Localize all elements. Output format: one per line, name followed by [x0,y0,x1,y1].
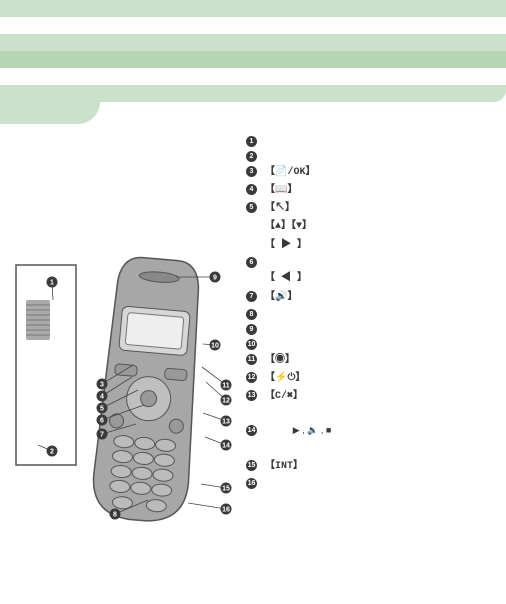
list-bullet: 6 [246,257,257,268]
list-item: 2 [246,149,496,162]
list-bullet: 15 [246,460,257,471]
list-item: 9 [246,322,496,335]
svg-text:13: 13 [222,419,230,426]
list-bullet: 11 [246,354,257,365]
section-ribbon [0,102,506,124]
list-subline: 【▲】【▼】 [265,218,496,235]
svg-text:1: 1 [50,280,54,287]
list-subline [265,406,496,422]
header-gap [0,68,506,85]
list-bullet: 4 [246,184,257,195]
list-item: 12 【⚡⏻】 [246,370,496,386]
list-label: 【◉】 [265,352,298,368]
list-item: 13 【C/✖】 [246,388,496,404]
header-green-top [0,0,506,17]
svg-text:12: 12 [222,398,230,405]
list-bullet: 16 [246,478,257,489]
list-bullet: 10 [246,339,257,350]
list-bullet: 12 [246,372,257,383]
list-bullet: 5 [246,202,257,213]
svg-text:6: 6 [100,418,104,425]
list-label: 【⚡⏻】 [265,370,308,386]
list-label: 【📄/OK】 [265,164,318,180]
list-subline: 【 ◀ 】 [265,270,496,287]
list-label: 【📖】 [265,182,300,198]
content-area: 12345678910111213141516 123【📄/OK】 4【📖】 5… [0,124,506,604]
svg-text:10: 10 [211,343,219,350]
svg-text:14: 14 [222,443,230,450]
list-item: 8 [246,307,496,320]
list-bullet: 7 [246,291,257,302]
svg-text:9: 9 [213,275,217,282]
list-bullet: 3 [246,166,257,177]
list-label: 【↖】 [265,200,298,216]
list-item: 11 【◉】 [246,352,496,368]
list-item: 14 ▶ , 🔉 , ■ [246,423,496,438]
list-bullet: 2 [246,151,257,162]
list-item: 4 【📖】 [246,182,496,198]
svg-text:5: 5 [100,406,104,413]
list-bullet: 9 [246,324,257,335]
list-item: 6 [246,255,496,268]
list-item: 3 【📄/OK】 [246,164,496,180]
list-bullet: 1 [246,136,257,147]
list-label: 【C/✖】 [265,388,306,404]
list-label: 【🔊】 [265,289,300,305]
list-item: 15 【INT】 [246,458,496,474]
list-item: 5 【↖】 [246,200,496,216]
list-bullet: 8 [246,309,257,320]
list-item: 10 [246,337,496,350]
list-label: ▶ , 🔉 , ■ [265,423,331,438]
list-label: 【INT】 [265,458,306,474]
svg-text:16: 16 [222,507,230,514]
list-subline [265,440,496,456]
callout-list: 123【📄/OK】 4【📖】 5【↖】 【▲】【▼】 【 ▶ 】 6【 ◀ 】 … [246,134,496,491]
svg-text:4: 4 [100,394,104,401]
header-white [0,17,506,34]
list-item: 1 [246,134,496,147]
list-subline: 【 ▶ 】 [265,237,496,254]
svg-text:2: 2 [50,449,54,456]
handset-figure: 12345678910111213141516 [8,130,238,530]
list-item: 7 【🔊】 [246,289,496,305]
svg-text:8: 8 [113,512,117,519]
list-bullet: 14 [246,425,257,436]
list-item: 16 [246,476,496,489]
header-band-light [0,34,506,51]
header-band-dark [0,51,506,68]
svg-text:11: 11 [222,383,230,390]
svg-text:3: 3 [100,382,104,389]
svg-text:7: 7 [100,432,104,439]
list-bullet: 13 [246,390,257,401]
svg-text:15: 15 [222,486,230,493]
